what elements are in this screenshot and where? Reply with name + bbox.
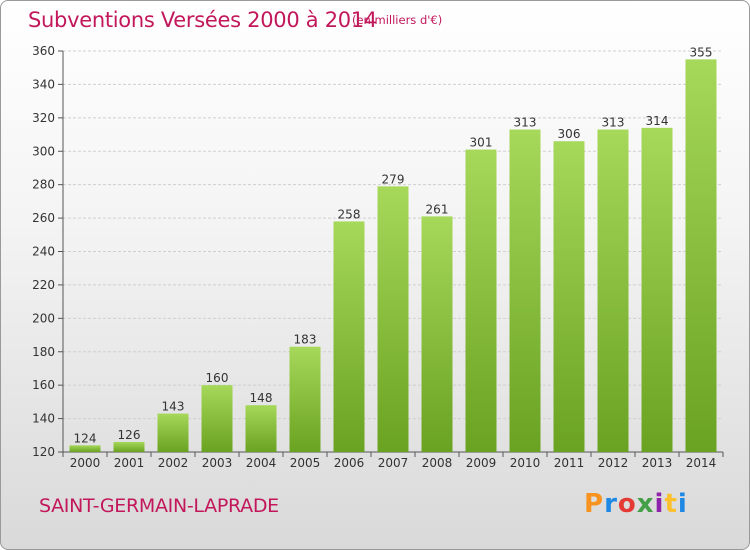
data-label: 143 <box>162 400 185 414</box>
bars <box>69 59 717 453</box>
data-label: 313 <box>514 116 537 130</box>
y-tick-label: 140 <box>32 412 55 426</box>
y-tick-label: 320 <box>32 111 55 125</box>
x-tick-label: 2009 <box>466 456 497 470</box>
x-tick-label: 2014 <box>686 456 717 470</box>
bar <box>421 216 453 452</box>
y-tick-label: 200 <box>32 311 55 325</box>
proxiti-logo[interactable]: Proxiti <box>584 489 688 519</box>
bar <box>553 141 585 452</box>
bar <box>69 445 101 452</box>
x-tick-label: 2003 <box>202 456 233 470</box>
bar <box>333 221 365 452</box>
logo-letter: t <box>664 489 678 519</box>
x-tick-label: 2010 <box>510 456 541 470</box>
data-label: 148 <box>250 391 273 405</box>
chart-subtitle: (en milliers d'€) <box>352 13 443 27</box>
bar <box>289 346 321 452</box>
bar <box>157 413 189 452</box>
logo-letter: i <box>654 489 665 519</box>
bar <box>597 129 629 452</box>
x-tick-label: 2002 <box>158 456 189 470</box>
y-tick-label: 360 <box>32 44 55 58</box>
x-tick-label: 2004 <box>246 456 277 470</box>
x-tick-label: 2012 <box>598 456 629 470</box>
x-tick-label: 2008 <box>422 456 453 470</box>
data-label: 183 <box>294 333 317 347</box>
y-tick-label: 340 <box>32 77 55 91</box>
x-tick-label: 2013 <box>642 456 673 470</box>
chart-title: Subventions Versées 2000 à 2014 <box>28 8 377 32</box>
logo-letter: P <box>584 489 605 519</box>
bar <box>641 127 673 452</box>
x-tick-label: 2011 <box>554 456 585 470</box>
data-label: 160 <box>206 371 229 385</box>
data-label: 126 <box>118 428 141 442</box>
data-label: 301 <box>470 136 493 150</box>
data-label: 261 <box>426 202 449 216</box>
y-tick-label: 160 <box>32 378 55 392</box>
bar <box>465 149 497 452</box>
data-label: 124 <box>74 431 97 445</box>
x-tick-label: 2006 <box>334 456 365 470</box>
data-label: 258 <box>338 207 361 221</box>
bar <box>685 59 717 453</box>
y-tick-label: 180 <box>32 345 55 359</box>
data-label: 279 <box>382 172 405 186</box>
data-label: 314 <box>646 114 669 128</box>
y-tick-label: 300 <box>32 144 55 158</box>
logo-letter: r <box>604 489 618 519</box>
logo-letter: x <box>636 489 655 519</box>
bar <box>113 441 145 452</box>
y-tick-label: 220 <box>32 278 55 292</box>
bar <box>245 405 277 452</box>
logo-letter: o <box>617 489 637 519</box>
data-label: 313 <box>602 116 625 130</box>
city-name: SAINT-GERMAIN-LAPRADE <box>39 495 279 517</box>
y-tick-label: 260 <box>32 211 55 225</box>
y-tick-label: 280 <box>32 178 55 192</box>
y-tick-label: 120 <box>32 445 55 459</box>
x-tick-label: 2005 <box>290 456 321 470</box>
x-tick-label: 2000 <box>70 456 101 470</box>
data-label: 355 <box>690 45 713 59</box>
data-labels: 124 126 143 160 148 183 258 279 261 301 313 306 313 3… <box>74 45 713 445</box>
y-tick-label: 240 <box>32 245 55 259</box>
axes: 120 140 160 180 200 220 240 260 280 300 320 340 360 2… <box>32 44 724 470</box>
bar <box>377 186 409 452</box>
logo-letter: i <box>677 489 688 519</box>
bar <box>509 129 541 452</box>
x-tick-label: 2001 <box>114 456 145 470</box>
data-label: 306 <box>558 127 581 141</box>
x-tick-label: 2007 <box>378 456 409 470</box>
bar <box>201 385 233 452</box>
